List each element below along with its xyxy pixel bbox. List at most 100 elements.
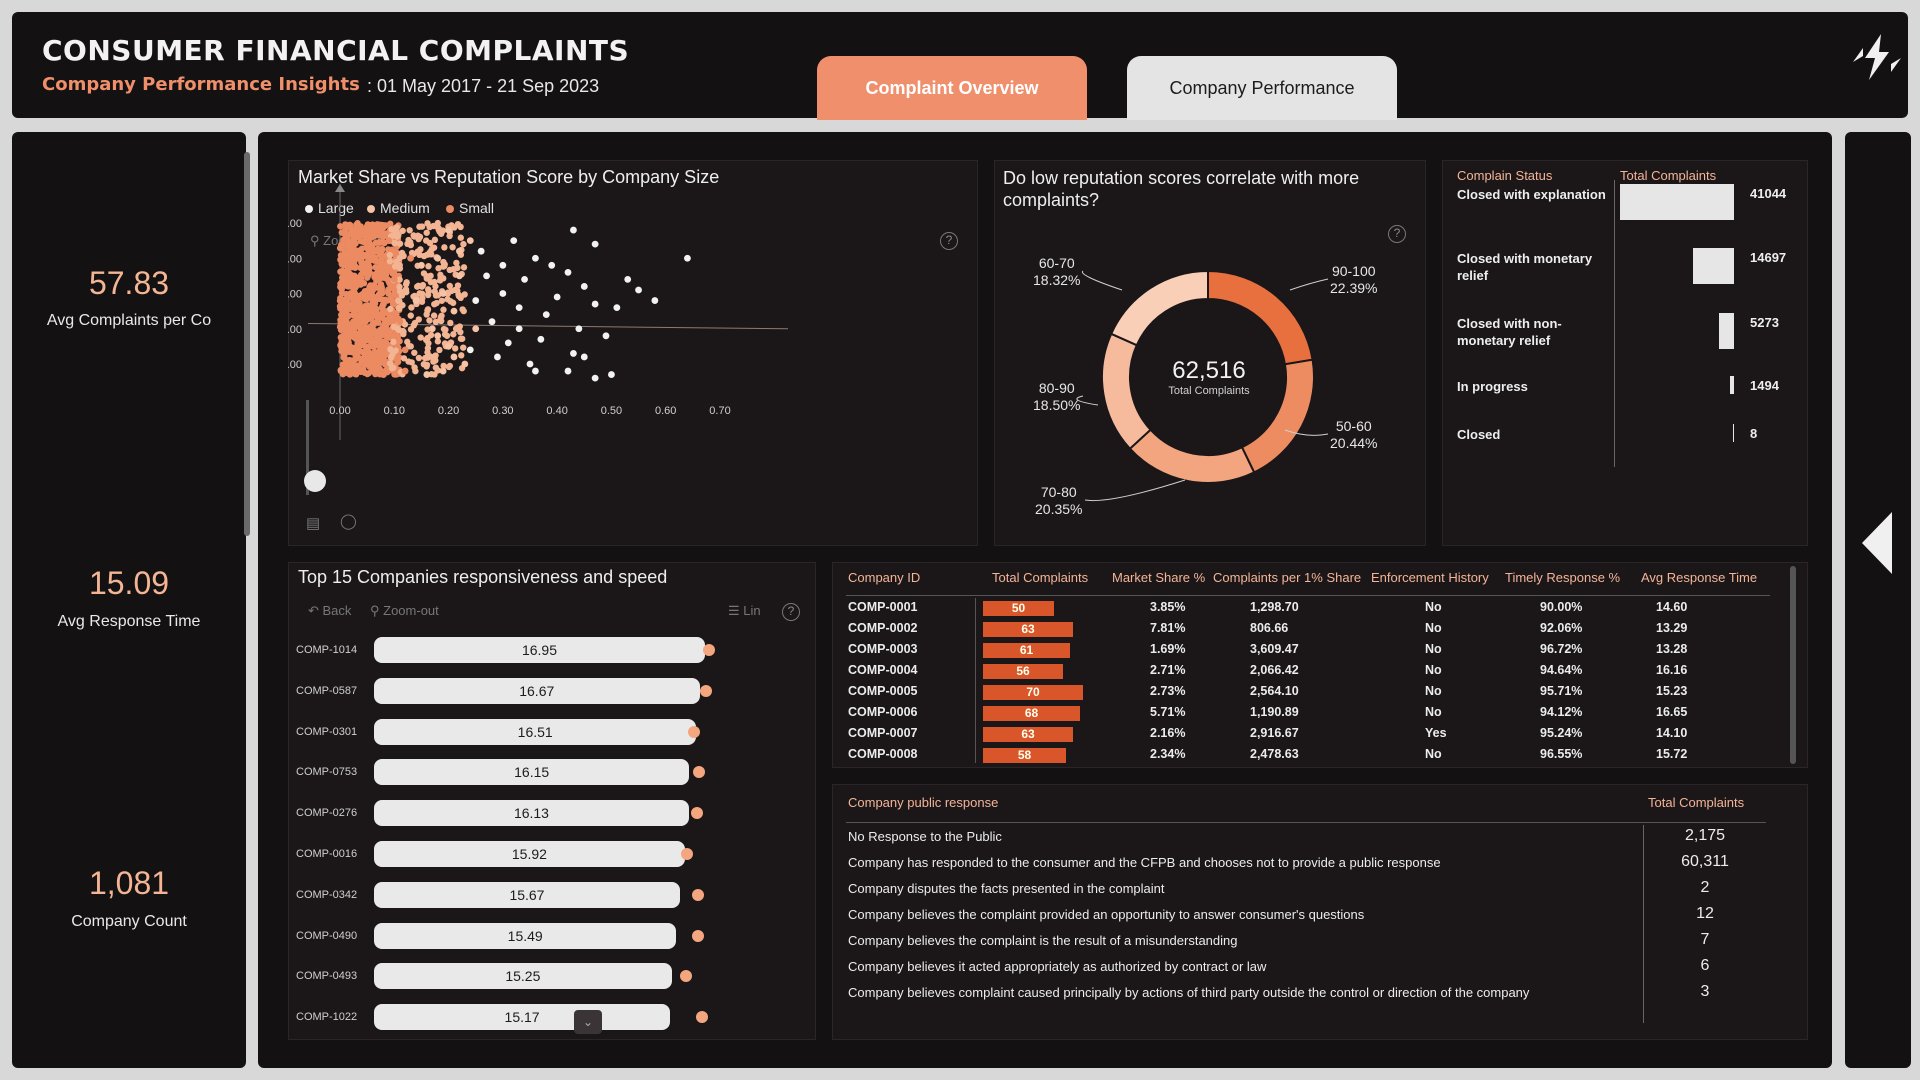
- table-scrollbar[interactable]: [1790, 566, 1796, 764]
- scatter-point-medium: [411, 349, 418, 356]
- bars-zoom-out-button[interactable]: ⚲ Zoom-out: [370, 603, 439, 619]
- donut-chart[interactable]: [994, 160, 1426, 546]
- complaints-bar-cell: 56: [983, 664, 1063, 679]
- scatter-point-small: [344, 280, 351, 288]
- table-cell: 2,066.42: [1250, 663, 1299, 677]
- status-bar[interactable]: [1733, 424, 1734, 442]
- scatter-point-medium: [460, 264, 468, 271]
- company-table-header[interactable]: Enforcement History: [1371, 570, 1489, 585]
- donut-slice-90-100[interactable]: [1207, 269, 1314, 366]
- lasso-icon[interactable]: ◯: [340, 513, 357, 530]
- response-col-header[interactable]: Company public response: [848, 795, 999, 810]
- bar-pill[interactable]: 16.95: [374, 637, 705, 663]
- scatter-point-small: [348, 252, 356, 260]
- tab-company-performance[interactable]: Company Performance: [1127, 56, 1397, 120]
- bars-help-icon[interactable]: ?: [782, 603, 800, 621]
- table-cell: 1,190.89: [1250, 705, 1299, 719]
- table-cell: No: [1425, 642, 1442, 656]
- company-table-header[interactable]: Timely Response %: [1505, 570, 1621, 585]
- bar-pill[interactable]: 16.51: [374, 718, 697, 745]
- response-total-header[interactable]: Total Complaints: [1648, 795, 1745, 810]
- scatter-point-medium: [458, 335, 466, 342]
- donut-help-icon[interactable]: ?: [1388, 225, 1406, 243]
- camera-icon[interactable]: ▤: [306, 515, 321, 532]
- bar-pill[interactable]: 16.15: [374, 759, 690, 786]
- table-cell: Yes: [1425, 726, 1447, 740]
- left-scrollbar[interactable]: [244, 152, 250, 536]
- table-header-divider: [846, 595, 1770, 596]
- scatter-point-medium: [445, 363, 453, 371]
- response-text: Company believes the complaint is the re…: [848, 933, 1238, 948]
- scatter-point-small: [384, 275, 391, 283]
- status-bar[interactable]: [1693, 248, 1734, 284]
- company-table-header[interactable]: Total Complaints: [992, 570, 1089, 585]
- scatter-point-medium: [411, 364, 418, 371]
- donut-slice-70-80[interactable]: [1128, 428, 1256, 484]
- scatter-point-medium: [420, 361, 428, 368]
- zoom-slider-handle[interactable]: [304, 470, 326, 492]
- scatter-point-medium: [407, 343, 414, 350]
- y-axis-arrow-icon: [335, 184, 345, 192]
- scatter-point-medium: [440, 362, 447, 370]
- scatter-plot[interactable]: 100.00 90.00 80.00 70.00 60.00 0.00 0.10 0.20 0.…: [288, 160, 978, 546]
- bar-pill[interactable]: 15.67: [374, 881, 680, 908]
- scatter-point-medium: [434, 367, 442, 374]
- scatter-point-small: [344, 341, 352, 348]
- scatter-point-small: [373, 277, 380, 284]
- scatter-point-small: [341, 318, 349, 326]
- scatter-point-small: [365, 328, 373, 335]
- scatter-point-small: [372, 264, 379, 271]
- scatter-point-medium: [396, 283, 403, 290]
- scatter-point-small: [378, 284, 385, 291]
- scatter-point-small: [401, 367, 409, 375]
- bar-pill[interactable]: 16.67: [374, 677, 700, 704]
- table-cell: 15.23: [1656, 684, 1688, 698]
- bar-pill[interactable]: 15.17: [374, 1004, 671, 1031]
- bar-pill[interactable]: 15.25: [374, 963, 672, 990]
- x-tick-label: 0.60: [655, 405, 676, 417]
- donut-slice-60-70[interactable]: [1109, 269, 1209, 347]
- scatter-help-icon[interactable]: ?: [940, 232, 958, 250]
- table-cell: No: [1425, 684, 1442, 698]
- company-table-header[interactable]: Complaints per 1% Share: [1213, 570, 1362, 585]
- status-name: Closed with monetary relief: [1457, 251, 1593, 283]
- table-cell: 806.66: [1250, 621, 1289, 635]
- table-cell: 2.73%: [1150, 684, 1186, 698]
- scatter-point-small: [361, 361, 368, 368]
- bar-category-label: COMP-0493: [296, 970, 358, 983]
- status-bar[interactable]: [1620, 184, 1734, 220]
- bars-lin-button[interactable]: ☰ Lin: [728, 603, 761, 619]
- x-tick-label: 0.70: [709, 405, 730, 417]
- scatter-point-small: [359, 368, 367, 375]
- scatter-point-medium: [457, 223, 464, 231]
- scatter-point-medium: [430, 312, 438, 319]
- scatter-point-small: [376, 251, 383, 258]
- scatter-point-medium: [423, 371, 431, 378]
- scatter-point-medium: [399, 302, 406, 309]
- scatter-point-small: [337, 326, 345, 334]
- scatter-point-medium: [435, 265, 442, 272]
- status-col-header: Complain Status: [1457, 168, 1553, 183]
- donut-slice-80-90[interactable]: [1101, 332, 1152, 451]
- bars-back-button[interactable]: ↶ Back: [308, 603, 351, 619]
- swap-arrows-icon[interactable]: [1845, 28, 1909, 92]
- scatter-point-medium: [396, 265, 404, 272]
- status-bar[interactable]: [1729, 376, 1734, 394]
- scatter-point-medium: [472, 325, 480, 333]
- scatter-point-small: [363, 343, 371, 351]
- bar-pill[interactable]: 15.49: [374, 922, 677, 949]
- status-bar[interactable]: [1719, 313, 1734, 349]
- bar-pill[interactable]: 15.92: [374, 841, 685, 867]
- scatter-point-small: [342, 310, 349, 317]
- company-table-header[interactable]: Avg Response Time: [1641, 570, 1758, 585]
- tab-complaint-overview[interactable]: Complaint Overview: [817, 56, 1087, 120]
- bar-pill[interactable]: 16.13: [374, 800, 689, 827]
- scatter-point-small: [347, 360, 355, 368]
- scatter-point-small: [376, 221, 384, 229]
- company-table-header[interactable]: Market Share %: [1112, 570, 1206, 585]
- scatter-point-medium: [434, 338, 442, 345]
- scatter-point-medium: [386, 258, 394, 265]
- company-table-header[interactable]: Company ID: [848, 570, 921, 585]
- collapse-arrow-icon[interactable]: [1858, 510, 1894, 576]
- chevron-down-icon[interactable]: ⌄: [574, 1010, 602, 1034]
